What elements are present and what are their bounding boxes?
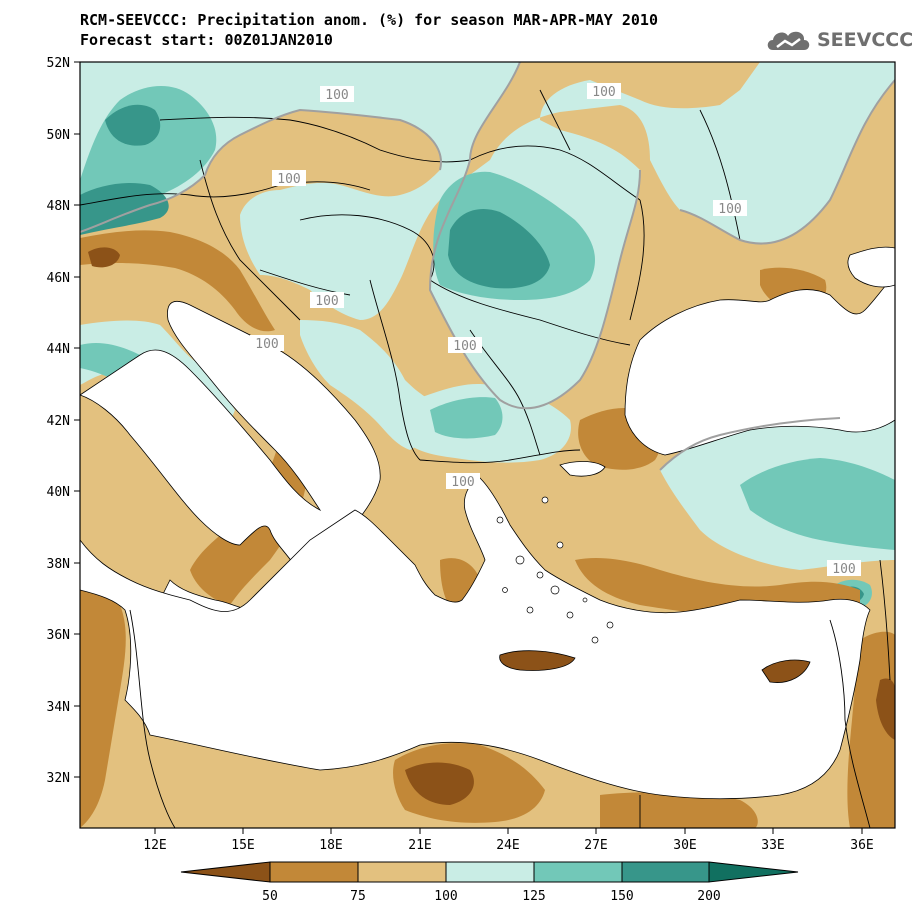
lon-label: 12E xyxy=(143,838,166,853)
anomaly-region xyxy=(105,104,161,146)
latitude-labels: 52N 50N 48N 46N 44N 42N 40N 38N 36N 34N … xyxy=(47,56,70,786)
contour-label: 100 xyxy=(446,473,480,490)
lat-label: 32N xyxy=(47,771,70,786)
anomaly-region xyxy=(740,458,895,550)
lon-label: 30E xyxy=(673,838,696,853)
lat-label: 34N xyxy=(47,700,70,715)
legend-swatch xyxy=(180,861,271,883)
contour-label: 100 xyxy=(713,200,747,217)
legend-swatch xyxy=(445,861,535,883)
color-legend xyxy=(180,861,799,883)
svg-text:100: 100 xyxy=(718,202,741,217)
legend-swatch xyxy=(708,861,799,883)
anomaly-region xyxy=(80,230,275,332)
anomaly-region xyxy=(88,247,120,268)
logo-text: SEEVCCC xyxy=(817,29,913,51)
lon-label: 18E xyxy=(319,838,342,853)
contour-label: 100 xyxy=(272,170,306,187)
crete-island xyxy=(499,650,576,671)
forecast-start-subtitle: Forecast start: 00Z01JAN2010 xyxy=(80,31,333,49)
contour-100-lines xyxy=(80,62,895,471)
svg-text:100: 100 xyxy=(315,294,338,309)
lat-label: 44N xyxy=(47,342,70,357)
legend-tick: 100 xyxy=(434,889,457,904)
anomaly-region xyxy=(405,762,474,805)
legend-swatch xyxy=(269,861,359,883)
contour-label: 100 xyxy=(250,335,284,352)
contour-label: 100 xyxy=(587,83,621,100)
anomaly-region xyxy=(600,792,758,828)
marmara-sea xyxy=(559,461,606,477)
contour-label: 100 xyxy=(310,292,344,309)
svg-text:100: 100 xyxy=(451,475,474,490)
lat-label: 50N xyxy=(47,128,70,143)
lon-label: 15E xyxy=(231,838,254,853)
legend-swatch xyxy=(621,861,710,883)
svg-text:100: 100 xyxy=(592,85,615,100)
latitude-axis xyxy=(74,61,80,778)
map-title: RCM-SEEVCCC: Precipitation anom. (%) for… xyxy=(80,11,658,29)
anomaly-region xyxy=(876,678,895,740)
cyprus-island xyxy=(761,659,811,683)
country-borders xyxy=(80,89,891,828)
lon-label: 24E xyxy=(496,838,519,853)
legend-labels: 50 75 100 125 150 200 xyxy=(262,889,721,904)
legend-swatch xyxy=(357,861,447,883)
contour-labels: 100 100 100 100 100 100 100 100 100 xyxy=(250,83,861,577)
mediterranean-aegean-sea xyxy=(80,477,871,800)
legend-tick: 125 xyxy=(522,889,545,904)
lon-label: 27E xyxy=(584,838,607,853)
svg-text:100: 100 xyxy=(277,172,300,187)
lat-label: 40N xyxy=(47,485,70,500)
aegean-islands xyxy=(496,496,614,644)
anomaly-region xyxy=(430,397,503,439)
seevccc-logo: SEEVCCC xyxy=(765,26,913,54)
legend-tick: 150 xyxy=(610,889,633,904)
cloud-icon xyxy=(767,31,810,50)
longitude-axis xyxy=(154,828,863,834)
lat-label: 48N xyxy=(47,199,70,214)
contour-label: 100 xyxy=(827,560,861,577)
legend-swatch xyxy=(533,861,623,883)
lat-label: 42N xyxy=(47,414,70,429)
lon-label: 21E xyxy=(408,838,431,853)
legend-tick: 200 xyxy=(697,889,720,904)
anomaly-region xyxy=(448,209,550,289)
lat-label: 38N xyxy=(47,557,70,572)
svg-text:100: 100 xyxy=(255,337,278,352)
svg-text:100: 100 xyxy=(325,88,348,103)
contour-label: 100 xyxy=(320,86,354,103)
svg-text:100: 100 xyxy=(453,339,476,354)
lon-label: 36E xyxy=(850,838,873,853)
lat-label: 52N xyxy=(47,56,70,71)
longitude-labels: 12E 15E 18E 21E 24E 27E 30E 33E 36E xyxy=(143,838,873,853)
sea-of-azov xyxy=(847,246,895,288)
lon-label: 33E xyxy=(761,838,784,853)
contour-label: 100 xyxy=(448,337,482,354)
anomaly-region xyxy=(80,183,169,235)
svg-text:100: 100 xyxy=(832,562,855,577)
lat-label: 46N xyxy=(47,271,70,286)
legend-tick: 75 xyxy=(350,889,366,904)
map-frame xyxy=(79,61,896,829)
map-field xyxy=(80,62,895,828)
legend-tick: 50 xyxy=(262,889,278,904)
lat-label: 36N xyxy=(47,628,70,643)
anomaly-region xyxy=(80,588,126,828)
